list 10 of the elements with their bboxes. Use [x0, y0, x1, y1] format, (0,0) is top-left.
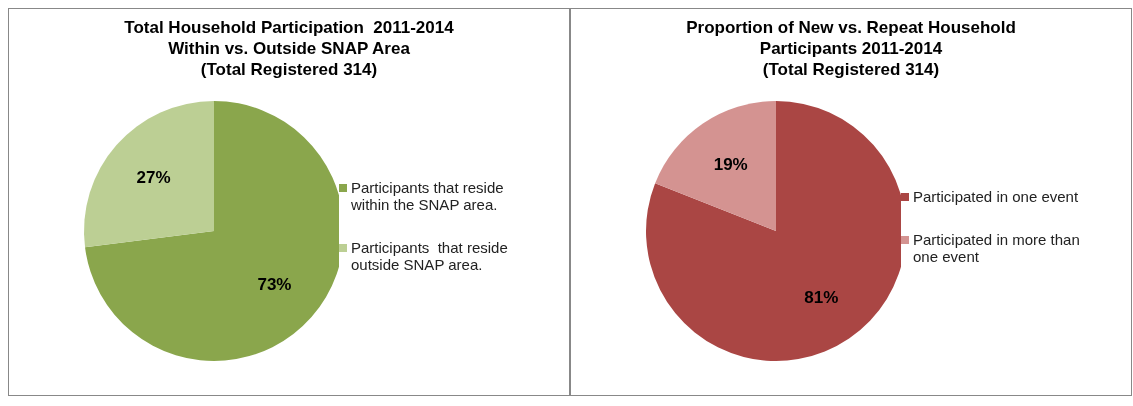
data-label: 19% [713, 154, 748, 174]
data-label: 73% [257, 274, 292, 294]
chart-title: Total Household Participation 2011-2014 Within vs. Outside SNAP Area (Total Registered 314) [123, 17, 455, 80]
legend-label: Participants that reside within the SNAP area. [351, 179, 505, 213]
legend-label: Participated in one event [913, 187, 1079, 205]
data-label: 27% [136, 168, 171, 188]
legend-label: Participants that reside outside SNAP area. [351, 239, 509, 273]
data-label: 81% [804, 288, 839, 308]
chart-title: Proportion of New vs. Repeat Household Participants 2011-2014 (Total Registered 314) [685, 17, 1017, 80]
legend-label: Participated in more than one event [913, 230, 1081, 265]
